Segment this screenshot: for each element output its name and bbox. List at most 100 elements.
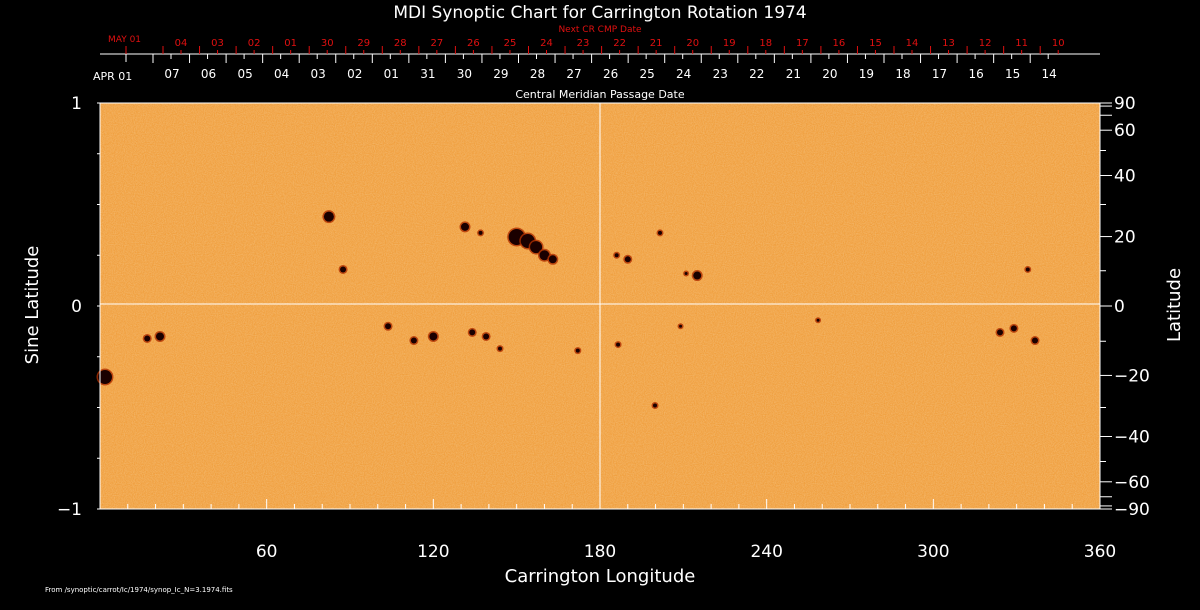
next-cmp-date-label: 13 — [942, 38, 955, 49]
sunspot — [548, 255, 557, 264]
cmp-date-label: 06 — [201, 67, 216, 81]
cmp-date-label: 30 — [457, 67, 472, 81]
sunspot — [1010, 325, 1017, 332]
plot-area — [96, 102, 1101, 510]
cmp-date-label: 01 — [384, 67, 399, 81]
x-tick-label: 360 — [1084, 542, 1116, 562]
sunspot — [816, 318, 820, 322]
y-tick-label-right: 20 — [1114, 228, 1136, 248]
y-tick-label-left: 0 — [71, 297, 82, 317]
next-cmp-date-label: 24 — [540, 38, 553, 49]
cmp-date-label: 16 — [968, 67, 983, 81]
sunspot — [658, 230, 662, 235]
y-axis-label-right: Latitude — [1164, 268, 1185, 342]
sunspot — [1025, 267, 1030, 272]
x-tick-label: 120 — [417, 542, 449, 562]
axes: 60 120 180 240 300 360 1 0 −1 90 60 40 20 0 −20 −40 −60 −… — [57, 94, 1150, 562]
y-tick-label-right: 60 — [1114, 121, 1136, 141]
sunspot — [693, 271, 702, 280]
cmp-date-label: 18 — [895, 67, 910, 81]
x-tick-label: 300 — [917, 542, 949, 562]
x-axis-label: Carrington Longitude — [505, 566, 696, 587]
sunspot — [1032, 337, 1038, 344]
sunspot — [410, 337, 417, 344]
y-axis-label-left: Sine Latitude — [22, 246, 43, 365]
next-cmp-date-label: 22 — [613, 38, 626, 49]
sunspot — [156, 332, 164, 341]
cmp-date-label: 03 — [311, 67, 326, 81]
next-cmp-date-label: 20 — [686, 38, 699, 49]
next-cmp-date-label: 12 — [979, 38, 992, 49]
sunspot — [679, 324, 683, 328]
y-tick-label-right: −40 — [1114, 427, 1150, 447]
cmp-date-label: 07 — [164, 67, 179, 81]
x-tick-label: 60 — [256, 542, 278, 562]
sunspot — [616, 342, 621, 347]
next-cmp-date-label: 30 — [321, 38, 334, 49]
next-cmp-date-label: 11 — [1015, 38, 1028, 49]
sunspot — [340, 266, 347, 273]
cmp-date-label: 26 — [603, 67, 618, 81]
sunspot — [498, 346, 502, 351]
cmp-date-label: 15 — [1005, 67, 1020, 81]
x-tick-label: 180 — [584, 542, 616, 562]
y-tick-label-right: −60 — [1114, 473, 1150, 493]
next-cmp-date-label: 16 — [833, 38, 846, 49]
sunspots — [96, 210, 1040, 409]
cmp-date-label: 28 — [530, 67, 545, 81]
sunspot — [461, 222, 469, 231]
cmp-axis-label: Central Meridian Passage Date — [515, 88, 684, 101]
sunspot — [429, 332, 438, 341]
next-cmp-date-label: 29 — [357, 38, 370, 49]
sunspot — [614, 253, 619, 258]
next-cmp-date-label: 27 — [430, 38, 443, 49]
y-tick-label-right: −20 — [1114, 366, 1150, 386]
cmp-date-label: 25 — [640, 67, 655, 81]
next-cmp-date-label: 10 — [1052, 38, 1065, 49]
y-tick-label-right: −90 — [1114, 500, 1150, 520]
next-cmp-date-label: 26 — [467, 38, 480, 49]
cmp-date-label: 27 — [566, 67, 581, 81]
next-cmp-date-label: 01 — [284, 38, 297, 49]
sunspot — [98, 370, 112, 385]
top-axis-start-label: APR 01 — [93, 70, 132, 83]
next-cmp-date-label: 17 — [796, 38, 809, 49]
cmp-date-label: 22 — [749, 67, 764, 81]
cmp-date-label: 20 — [822, 67, 837, 81]
sunspot — [323, 211, 334, 222]
next-cmp-date-label: 04 — [175, 38, 188, 49]
cmp-date-label: 04 — [274, 67, 289, 81]
sunspot — [385, 323, 392, 330]
cmp-date-label: 29 — [493, 67, 508, 81]
y-tick-label-right: 0 — [1114, 297, 1125, 317]
sunspot — [539, 250, 550, 261]
next-cmp-date-label: 03 — [211, 38, 224, 49]
sunspot — [144, 335, 151, 342]
sunspot — [483, 333, 490, 340]
source-file-note: From /synoptic/carrot/Ic/1974/synop_Ic_N… — [45, 586, 233, 594]
next-cmp-date-label: 02 — [248, 38, 261, 49]
cmp-date-label: 05 — [237, 67, 252, 81]
next-cmp-date-label: 18 — [759, 38, 772, 49]
next-cmp-date-label: 19 — [723, 38, 736, 49]
chart-title: MDI Synoptic Chart for Carrington Rotati… — [393, 3, 806, 23]
sunspot — [478, 230, 483, 235]
cmp-date-axis: 07 06 05 04 03 02 01 31 30 29 28 27 26 25 24 23 22 21 20 19… — [100, 38, 1100, 81]
cmp-date-label: 24 — [676, 67, 691, 81]
next-axis-start-label: MAY 01 — [108, 35, 141, 45]
y-tick-label-right: 90 — [1114, 94, 1136, 114]
cmp-date-label: 14 — [1042, 67, 1057, 81]
next-cmp-date-label: 21 — [650, 38, 663, 49]
cmp-date-label: 19 — [859, 67, 874, 81]
cmp-date-label: 23 — [713, 67, 728, 81]
sunspot — [575, 348, 580, 353]
y-tick-label-left: −1 — [57, 500, 82, 520]
cmp-date-label: 02 — [347, 67, 362, 81]
next-cmp-date-label: 15 — [869, 38, 882, 49]
y-tick-label-right: 40 — [1114, 167, 1136, 187]
sunspot — [684, 272, 688, 276]
x-tick-label: 240 — [750, 542, 782, 562]
next-cmp-date-label: 23 — [577, 38, 590, 49]
cmp-date-label: 21 — [786, 67, 801, 81]
